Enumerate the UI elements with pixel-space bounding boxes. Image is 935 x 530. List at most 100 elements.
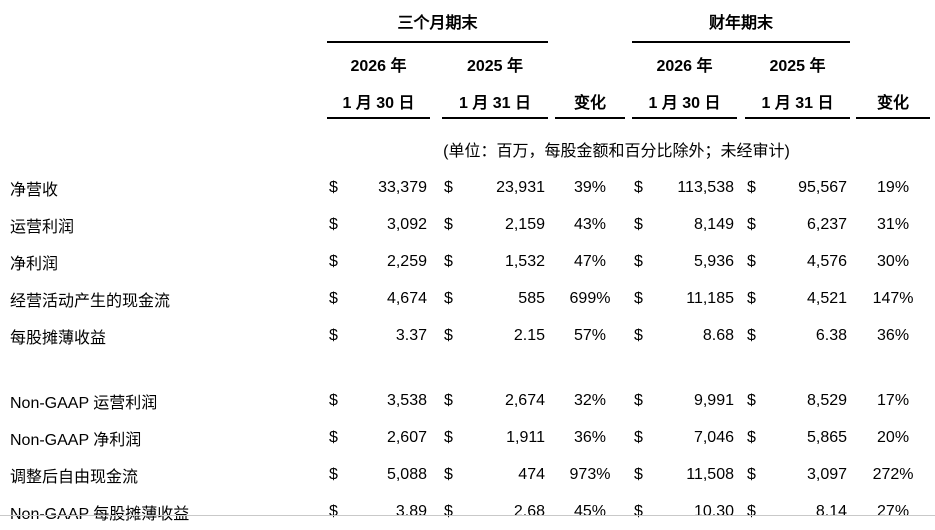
year-header-row: 2026 年 2025 年 2026 年 2025 年: [0, 42, 930, 85]
value: 113,538: [677, 178, 734, 196]
spacer-cell: [737, 85, 745, 118]
col-header-fy-2026-date: 1 月 30 日: [632, 85, 737, 119]
money-cell: $8.68: [632, 317, 737, 354]
spacer-cell: [625, 243, 632, 280]
spacer-cell: [0, 42, 327, 85]
spacer-cell: [0, 85, 327, 118]
spacer-cell: [430, 382, 442, 419]
change-cell: 27%: [877, 502, 910, 520]
value: 11,508: [686, 465, 734, 483]
money-cell: $10.30: [632, 493, 737, 530]
dollar-sign: $: [329, 391, 338, 409]
value: 2,674: [504, 391, 545, 409]
spacer-cell: [555, 0, 625, 42]
table-row: Non-GAAP 运营利润 $3,538 $2,674 32% $9,991 $…: [0, 382, 930, 419]
col-header-q-2025-date: 1 月 31 日: [442, 85, 548, 119]
table-row: Non-GAAP 净利润 $2,607 $1,911 36% $7,046 $5…: [0, 419, 930, 456]
spacer-cell: [856, 0, 930, 42]
spacer-cell: [430, 280, 442, 317]
change-cell: 30%: [877, 252, 910, 270]
spacer-cell: [430, 42, 442, 85]
change-cell: 147%: [872, 289, 914, 307]
spacer-cell: [625, 85, 632, 118]
value: 2,159: [504, 215, 545, 233]
dollar-sign: $: [747, 289, 756, 307]
value: 2.68: [513, 502, 545, 520]
spacer-cell: [625, 317, 632, 354]
money-cell: $2,159: [442, 206, 548, 243]
spacer-cell: [430, 206, 442, 243]
spacer-cell: [555, 42, 625, 85]
value: 23,931: [496, 178, 545, 196]
value: 1,911: [506, 428, 545, 446]
col-header-fy-2025-year: 2025 年: [769, 58, 826, 75]
spacer-cell: [625, 382, 632, 419]
dollar-sign: $: [747, 252, 756, 270]
spacer-cell: [430, 169, 442, 206]
money-cell: $113,538: [632, 169, 737, 206]
table-row: Non-GAAP 每股摊薄收益 $3.89 $2.68 45% $10.30 $…: [0, 493, 930, 530]
money-cell: $3.37: [327, 317, 430, 354]
spacer-cell: [430, 243, 442, 280]
money-cell: $95,567: [745, 169, 850, 206]
value: 33,379: [378, 178, 427, 196]
value: 3,092: [386, 215, 427, 233]
dollar-sign: $: [329, 215, 338, 233]
dollar-sign: $: [634, 289, 643, 307]
date-header-row: 1 月 30 日 1 月 31 日 变化 1 月 30 日 1 月 31 日 变…: [0, 85, 931, 119]
change-cell: 20%: [877, 428, 910, 446]
spacer-cell: [548, 42, 555, 85]
value: 7,046: [693, 428, 734, 446]
value: 3,538: [386, 391, 427, 409]
dollar-sign: $: [747, 502, 756, 520]
table-row: 净营收 $33,379 $23,931 39% $113,538 $95,567…: [0, 169, 930, 206]
money-cell: $5,936: [632, 243, 737, 280]
value: 6.38: [815, 326, 848, 344]
dollar-sign: $: [329, 326, 338, 344]
units-note-row: (单位：百万，每股金额和百分比除外；未经审计): [0, 118, 930, 169]
value: 8,529: [806, 391, 848, 409]
value: 2.15: [513, 326, 545, 344]
value: 2,259: [386, 252, 427, 270]
money-cell: $585: [442, 280, 548, 317]
spacer-cell: [625, 169, 632, 206]
spacer-cell: [737, 206, 745, 243]
row-label: 净营收: [10, 181, 59, 199]
spacer-cell: [548, 317, 555, 354]
col-header-q-change: 变化: [555, 85, 625, 119]
spacer-cell: [548, 0, 555, 42]
dollar-sign: $: [444, 289, 453, 307]
value: 1,532: [504, 252, 545, 270]
spacer-cell: [625, 42, 632, 85]
dollar-sign: $: [444, 428, 453, 446]
spacer-cell: [430, 317, 442, 354]
spacer-cell: [0, 0, 327, 42]
money-cell: $4,674: [327, 280, 430, 317]
value: 5,865: [806, 428, 848, 446]
spacer-cell: [430, 85, 442, 118]
group-header-fiscal-year: 财年期末: [632, 0, 851, 43]
spacer-cell: [548, 280, 555, 317]
dollar-sign: $: [747, 215, 756, 233]
dollar-sign: $: [444, 178, 453, 196]
spacer-cell: [737, 243, 745, 280]
spacer-row: [0, 354, 930, 382]
dollar-sign: $: [329, 178, 338, 196]
dollar-sign: $: [444, 502, 453, 520]
value: 2,607: [386, 428, 427, 446]
table-row: 运营利润 $3,092 $2,159 43% $8,149 $6,237 31%: [0, 206, 930, 243]
money-cell: $5,865: [745, 419, 850, 456]
spacer-cell: [548, 85, 555, 118]
dollar-sign: $: [634, 502, 643, 520]
spacer-cell: [737, 317, 745, 354]
spacer-cell: [737, 456, 745, 493]
spacer-cell: [548, 493, 555, 530]
money-cell: $11,185: [632, 280, 737, 317]
change-cell: 19%: [877, 178, 910, 196]
value: 4,521: [806, 289, 848, 307]
dollar-sign: $: [444, 465, 453, 483]
value: 3.37: [395, 326, 427, 344]
col-header-q-2026-year: 2026 年: [350, 58, 407, 75]
table-row: 每股摊薄收益 $3.37 $2.15 57% $8.68 $6.38 36%: [0, 317, 930, 354]
dollar-sign: $: [747, 428, 756, 446]
